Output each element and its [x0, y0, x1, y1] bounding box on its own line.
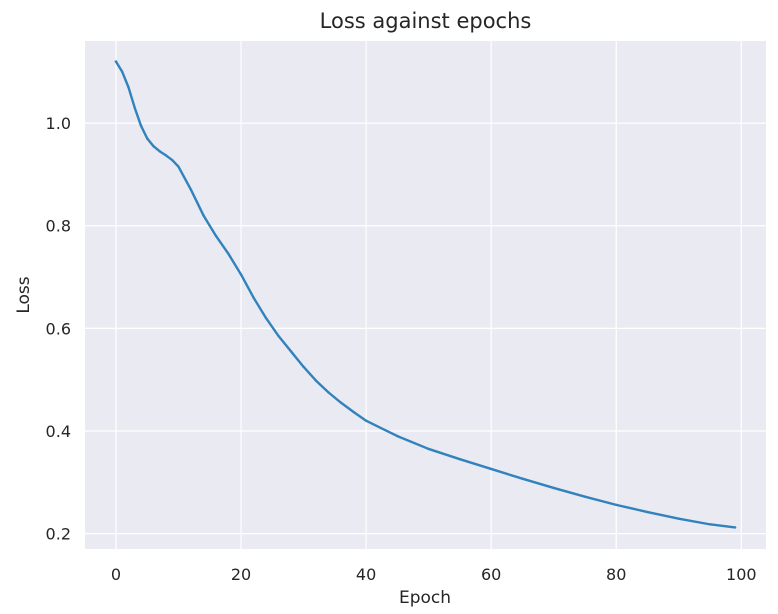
loss-data-point: [327, 391, 330, 394]
loss-data-point: [646, 510, 649, 514]
loss-series-line: [114, 60, 737, 529]
grid-lines: [85, 41, 766, 549]
loss-data-point: [239, 273, 243, 276]
loss-data-point: [427, 447, 430, 451]
x-tick-label: 100: [726, 565, 757, 584]
plot-background: [85, 41, 766, 549]
loss-data-point: [396, 434, 399, 438]
loss-data-point: [152, 144, 155, 148]
x-tick-label: 60: [481, 565, 501, 584]
x-tick-label: 0: [111, 565, 121, 584]
y-tick-labels: 0.2 0.4 0.6 0.8 1.0: [46, 114, 71, 544]
y-tick-label: 0.6: [46, 319, 71, 338]
y-tick-label: 1.0: [46, 114, 71, 133]
loss-data-point: [552, 486, 555, 490]
x-axis-label: Epoch: [399, 588, 451, 608]
loss-data-point: [733, 526, 737, 529]
loss-data-point: [189, 188, 193, 192]
x-tick-label: 40: [356, 565, 376, 584]
loss-data-point: [177, 165, 180, 168]
loss-data-point: [314, 379, 318, 382]
loss-data-point: [227, 252, 230, 256]
loss-data-point: [615, 503, 618, 507]
loss-data-point: [277, 334, 280, 338]
loss-data-point: [489, 467, 493, 471]
y-tick-label: 0.8: [46, 217, 71, 236]
loss-data-point: [121, 70, 124, 73]
x-tick-labels: 0 20 40 60 80 100: [111, 565, 757, 584]
x-tick-label: 80: [606, 565, 626, 584]
loss-data-point: [158, 150, 161, 153]
loss-data-point: [352, 410, 355, 414]
loss-data-point: [302, 365, 305, 369]
loss-data-point: [164, 154, 168, 157]
loss-data-point: [264, 316, 268, 320]
loss-data-point: [252, 296, 255, 299]
chart-title: Loss against epochs: [320, 9, 532, 33]
series-layer: [114, 60, 737, 529]
loss-data-point: [171, 158, 174, 162]
y-tick-label: 0.4: [46, 422, 71, 441]
loss-data-point: [521, 477, 524, 480]
y-tick-label: 0.2: [46, 525, 71, 544]
loss-data-point: [214, 234, 218, 238]
loss-data-point: [364, 419, 368, 422]
loss-data-point: [202, 214, 205, 217]
loss-data-point: [339, 401, 343, 404]
loss-data-point: [146, 137, 149, 140]
loss-data-point: [458, 458, 462, 461]
loss-data-point: [139, 124, 143, 127]
loss-data-point: [114, 60, 118, 63]
loss-data-point: [127, 85, 130, 89]
loss-data-point: [708, 523, 712, 526]
y-axis-label: Loss: [14, 276, 34, 313]
loss-data-point: [133, 106, 136, 109]
loss-data-point: [677, 517, 680, 520]
loss-data-point: [289, 350, 293, 353]
loss-data-point: [583, 495, 587, 498]
x-tick-label: 20: [231, 565, 251, 584]
